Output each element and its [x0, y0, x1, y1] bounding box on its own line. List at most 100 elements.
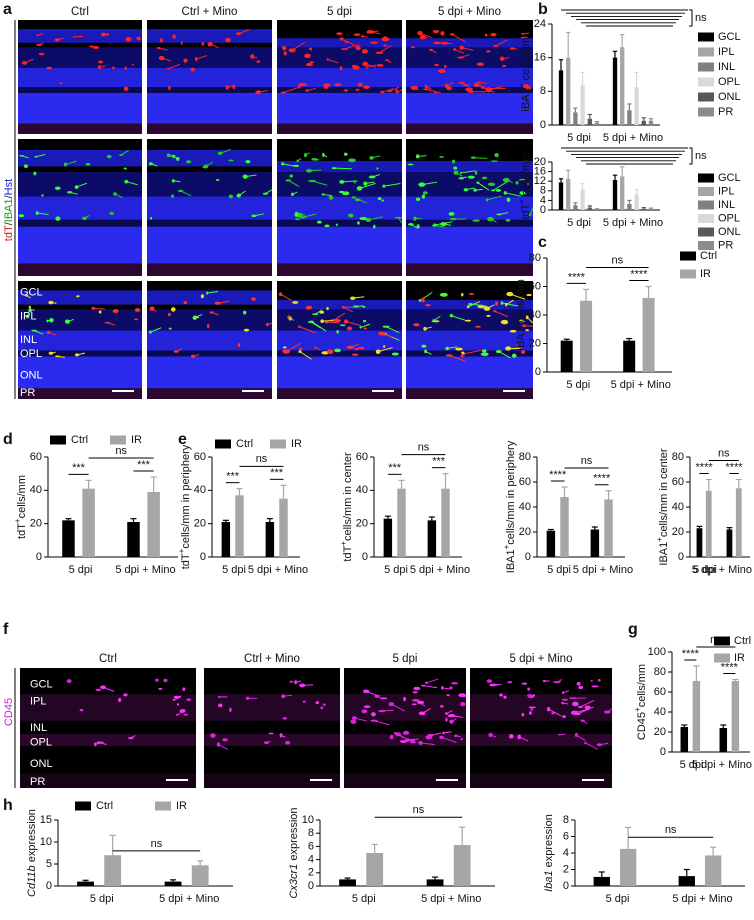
- cell-process: [50, 351, 56, 354]
- cell: [340, 324, 346, 327]
- cell: [159, 38, 163, 43]
- cell: [298, 82, 307, 87]
- legend-swatch: [698, 227, 714, 237]
- cell: [225, 37, 231, 43]
- cell-process: [486, 304, 495, 310]
- cell: [542, 680, 547, 683]
- legend-label: IR: [291, 438, 302, 450]
- cell: [98, 310, 102, 314]
- cell: [439, 704, 444, 708]
- x-tick-label: 5 dpi: [352, 893, 376, 905]
- cell-process: [377, 346, 393, 353]
- legend-label: Ctrl: [700, 250, 717, 262]
- cell: [451, 681, 459, 685]
- cell: [350, 719, 357, 724]
- bar: [593, 876, 610, 886]
- tissue-band: [277, 196, 402, 220]
- cell-process: [492, 683, 502, 686]
- significance-label: ns: [695, 12, 707, 24]
- cell-process: [57, 37, 65, 41]
- channel-label-part: tdT: [3, 225, 15, 241]
- cell-process: [417, 155, 427, 157]
- legend-swatch: [698, 47, 714, 57]
- y-tick-label: 40: [356, 484, 368, 496]
- significance-label: ***: [137, 459, 151, 471]
- x-tick-label: 5 dpi: [693, 564, 717, 576]
- layer-label: IPL: [20, 310, 37, 322]
- cell: [381, 199, 385, 202]
- cell: [410, 740, 417, 744]
- cell-process: [218, 744, 229, 750]
- tissue-band: [18, 330, 142, 351]
- tissue-band: [406, 356, 533, 389]
- cell-process: [490, 734, 497, 738]
- cell: [464, 319, 472, 322]
- bar: [77, 881, 94, 886]
- y-axis-label-part: IBA1: [658, 542, 670, 566]
- cell-process: [323, 193, 333, 197]
- cell-process: [365, 63, 376, 68]
- bar: [726, 529, 733, 557]
- cell-process: [562, 690, 570, 694]
- cell: [118, 697, 122, 702]
- cell: [355, 88, 360, 91]
- cell-process: [217, 300, 229, 304]
- tissue-band: [18, 47, 142, 68]
- cell-process: [238, 190, 246, 196]
- cell: [407, 163, 414, 166]
- bar: [573, 205, 578, 210]
- y-tick-label: 20: [356, 518, 368, 530]
- legend-label: PR: [718, 239, 733, 251]
- y-tick-label: 20: [534, 156, 546, 168]
- cell-process: [559, 733, 566, 736]
- cell: [551, 712, 555, 715]
- cell: [460, 701, 466, 707]
- cell-process: [24, 58, 34, 64]
- y-axis-label: tdT+cells/mm in periphery: [177, 444, 192, 569]
- tissue-band: [18, 67, 142, 88]
- cell-process: [370, 31, 381, 35]
- cell: [112, 66, 115, 70]
- cell: [180, 41, 183, 45]
- tissue-band: [406, 67, 533, 88]
- cell: [158, 687, 163, 690]
- y-tick-label: 40: [519, 501, 531, 513]
- cell-process: [327, 58, 339, 64]
- cell: [326, 307, 329, 311]
- cell-process: [606, 708, 613, 713]
- cell: [333, 319, 342, 323]
- cell: [362, 61, 369, 67]
- y-axis-label-part: cells/mm: [520, 152, 532, 198]
- y-tick-label: 20: [194, 518, 206, 530]
- bar: [558, 70, 564, 125]
- cell: [150, 216, 153, 220]
- cell: [182, 687, 186, 692]
- cell-process: [57, 355, 65, 358]
- cell: [309, 47, 313, 51]
- cell-process: [381, 709, 394, 712]
- bar: [704, 855, 722, 886]
- cell-process: [585, 742, 599, 750]
- cell: [315, 701, 319, 705]
- cell-process: [283, 694, 292, 697]
- cell: [170, 307, 176, 312]
- cell-process: [446, 82, 454, 87]
- cell: [183, 713, 189, 716]
- bar: [366, 853, 384, 886]
- tissue-band: [18, 92, 142, 124]
- cell: [210, 733, 216, 738]
- cell-process: [475, 188, 483, 191]
- micrograph: [204, 668, 340, 788]
- cell-process: [211, 311, 219, 316]
- cell-process: [410, 223, 419, 229]
- cell: [421, 344, 427, 348]
- y-axis-label-part: CD45: [636, 712, 648, 740]
- y-axis-label-part: +: [339, 541, 348, 546]
- y-axis-label-part: +: [13, 518, 22, 523]
- y-axis-label-part: cells/mm in center: [658, 448, 670, 537]
- cell: [294, 680, 297, 685]
- tissue-band: [147, 87, 272, 93]
- y-axis-label-part: cells/mm in center: [342, 452, 354, 541]
- cell: [317, 220, 322, 224]
- cell: [348, 158, 356, 163]
